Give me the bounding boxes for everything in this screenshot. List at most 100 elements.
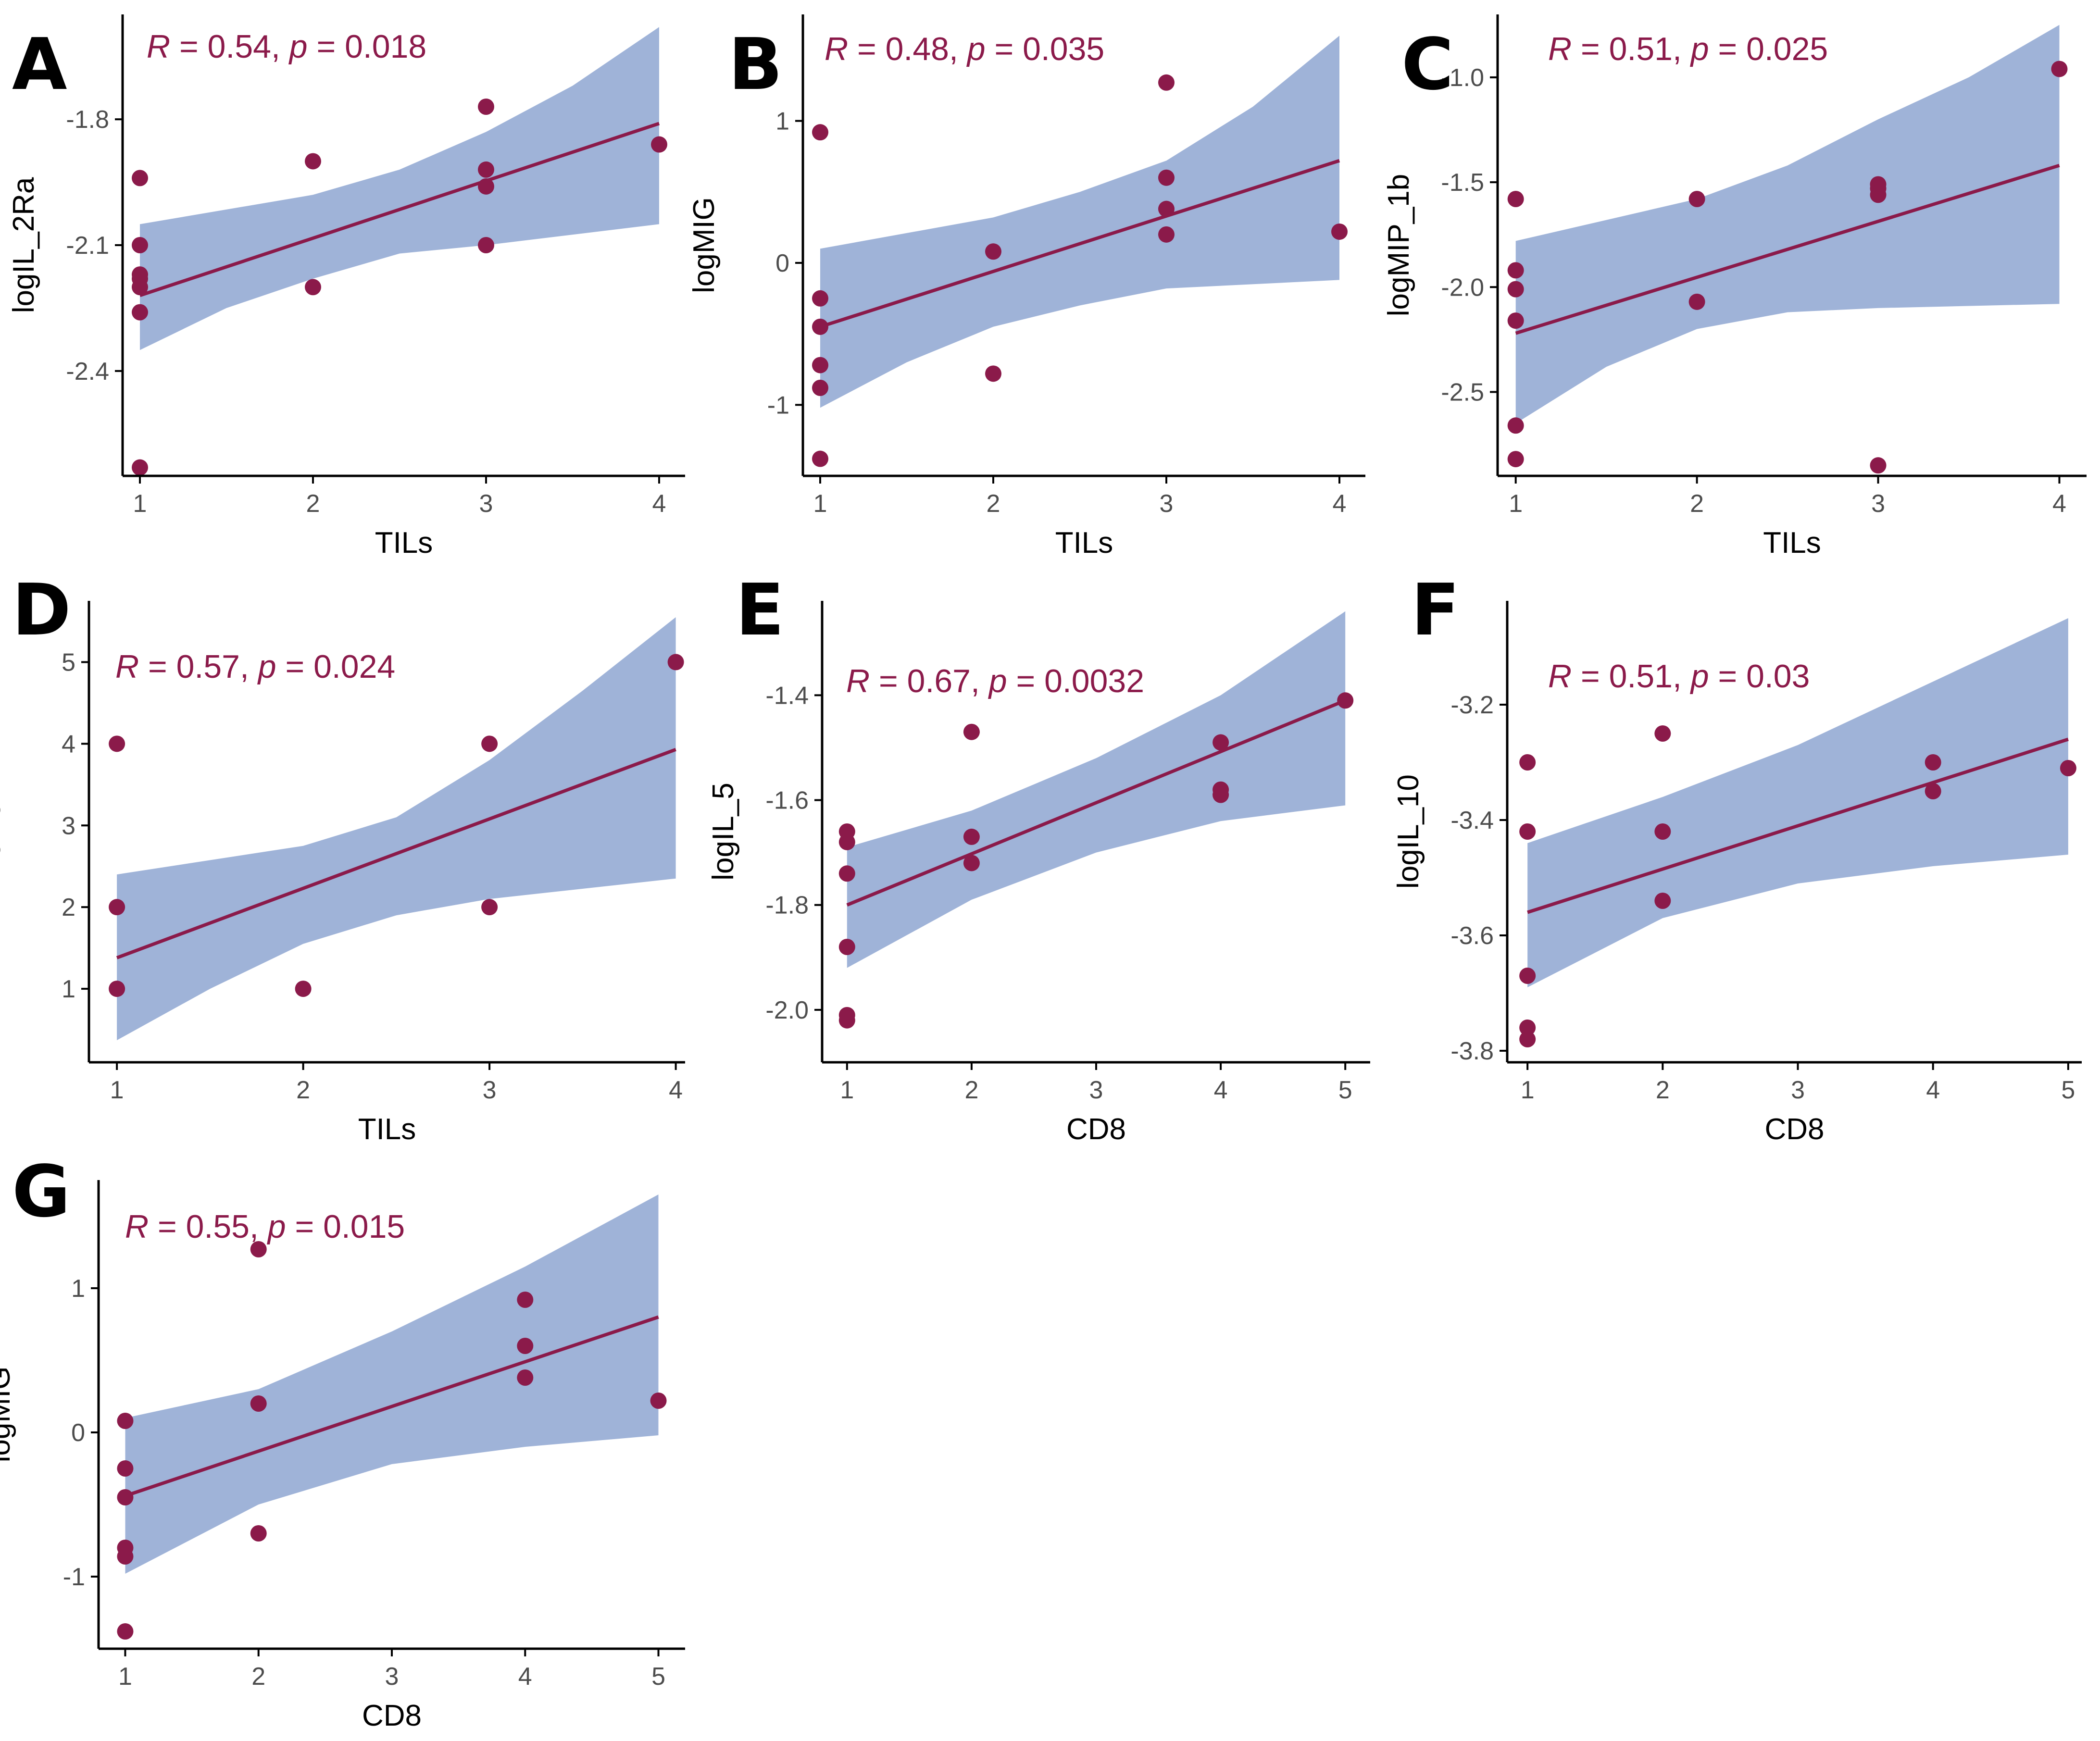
x-tick-label: 1: [840, 1076, 854, 1104]
data-point: [1507, 262, 1524, 279]
annotation-p-value: = 0.015: [286, 1208, 405, 1245]
data-point: [963, 723, 980, 740]
x-tick-label: 3: [483, 1076, 497, 1104]
annotation-p-value: = 0.0032: [1007, 663, 1144, 699]
y-tick-label: -1: [63, 1563, 85, 1591]
annotation-p-value: = 0.035: [986, 31, 1105, 67]
x-tick-label: 1: [813, 490, 827, 518]
annotation-r-value: = 0.48,: [848, 31, 967, 67]
y-tick-label: 2: [62, 894, 75, 921]
panel-b: 1 2 3 4 -1 0 1 TILs logMIG B R = 0.48, p = 0.035: [688, 14, 1365, 560]
y-tick-label: 3: [62, 812, 75, 840]
data-point: [1519, 968, 1536, 984]
data-point: [1519, 754, 1536, 771]
data-point: [1688, 191, 1705, 207]
x-tick-label: 2: [306, 490, 320, 518]
data-point: [1519, 1031, 1536, 1047]
data-point: [1870, 176, 1887, 193]
confidence-band: [820, 36, 1339, 408]
data-point: [812, 379, 828, 396]
data-point: [963, 855, 980, 871]
y-tick-label: -1.8: [765, 892, 809, 920]
x-tick-label: 1: [110, 1076, 124, 1104]
regression-line: [139, 122, 660, 298]
data-point: [132, 266, 148, 283]
annotation-r-label: R: [1548, 658, 1572, 695]
y-tick-label: -2.0: [1441, 274, 1484, 301]
y-tick-label: -2.0: [765, 996, 809, 1024]
data-point: [109, 899, 125, 916]
panel-a: 1 2 3 4 -2.4 -2.1 -1.8 TILs logIL_2Ra A R = 0.54, …: [7, 14, 685, 560]
y-axis-title: logMIP_1b: [1382, 174, 1415, 316]
y-tick-label: -3.6: [1450, 922, 1494, 950]
x-tick-label: 1: [118, 1663, 132, 1691]
y-tick-label: 0: [775, 249, 789, 277]
annotation-r-label: R: [125, 1208, 149, 1245]
y-axis-title: logIL_5: [707, 783, 740, 880]
annotation-p-label: p: [288, 28, 308, 65]
y-tick-label: -2.4: [66, 358, 109, 386]
confidence-band: [140, 27, 659, 350]
data-point: [250, 1241, 267, 1257]
panel-f: 1 2 3 4 5 -3.8 -3.6 -3.4 -3.2 CD8 logIL_10 F R = 0.5…: [1392, 569, 2082, 1146]
x-axis-title: TILs: [375, 526, 433, 560]
x-tick-label: 2: [1656, 1076, 1670, 1104]
data-point: [517, 1369, 534, 1386]
annotation-p-label: p: [267, 1208, 286, 1245]
x-axis-title: CD8: [1066, 1113, 1126, 1146]
data-point: [1654, 893, 1671, 909]
y-tick-label: -2.1: [66, 232, 109, 260]
annotation-r-label: R: [1548, 31, 1572, 67]
annotation-p-value: = 0.025: [1709, 31, 1828, 67]
x-tick-label: 4: [2052, 490, 2066, 518]
data-point: [985, 243, 1001, 260]
annotation-p-value: = 0.024: [276, 648, 396, 685]
x-tick-label: 3: [1791, 1076, 1805, 1104]
y-tick-label: 1: [71, 1275, 85, 1303]
x-tick-label: 2: [964, 1076, 978, 1104]
annotation-p-label: p: [1690, 658, 1709, 695]
data-point: [1925, 783, 1941, 799]
data-point: [838, 939, 855, 955]
data-point: [667, 654, 684, 671]
y-tick-label: 0: [71, 1419, 85, 1447]
data-point: [478, 99, 494, 115]
data-point: [1519, 1020, 1536, 1036]
x-tick-label: 4: [1926, 1076, 1940, 1104]
x-tick-label: 5: [2061, 1076, 2075, 1104]
annotation-r-value: = 0.55,: [149, 1208, 268, 1245]
regression-line: [1515, 163, 2060, 335]
confidence-band: [117, 617, 676, 1041]
data-point: [109, 981, 125, 997]
annotation-r-value: = 0.54,: [170, 28, 289, 65]
y-tick-label: -3.4: [1450, 807, 1494, 834]
data-point: [1158, 169, 1175, 186]
data-point: [478, 178, 494, 195]
y-tick-label: 1: [775, 108, 789, 136]
panel-letter: B: [728, 23, 783, 106]
y-tick-label: -1: [767, 391, 789, 419]
data-point: [117, 1413, 134, 1429]
data-point: [109, 735, 125, 752]
data-point: [1331, 223, 1348, 240]
x-tick-label: 4: [652, 490, 666, 518]
data-point: [1507, 417, 1524, 434]
annotation-p-value: = 0.03: [1709, 658, 1810, 695]
y-tick-label: -1.4: [765, 682, 809, 709]
data-point: [1158, 226, 1175, 243]
annotation-p-label: p: [988, 663, 1007, 699]
x-tick-label: 3: [479, 490, 493, 518]
annotation-p-label: p: [1690, 31, 1709, 67]
data-point: [132, 237, 148, 253]
x-axis-title: TILs: [1055, 526, 1113, 560]
data-point: [1925, 754, 1941, 771]
x-tick-label: 3: [1871, 490, 1885, 518]
correlation-annotation: R = 0.57, p = 0.024: [115, 648, 395, 685]
x-tick-label: 3: [1160, 490, 1174, 518]
panel-c: 1 2 3 4 -2.5 -2.0 -1.5 -1.0 TILs logMIP_1b C R = 0.…: [1382, 14, 2087, 560]
x-tick-label: 4: [518, 1663, 532, 1691]
data-point: [1654, 823, 1671, 840]
correlation-annotation: R = 0.51, p = 0.03: [1548, 658, 1810, 695]
annotation-r-label: R: [846, 663, 870, 699]
annotation-r-label: R: [825, 31, 848, 67]
